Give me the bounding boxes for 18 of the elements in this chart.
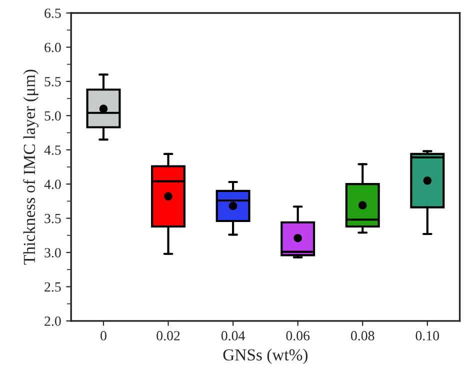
x-axis-title: GNSs (wt%) [223, 348, 308, 364]
x-tick-label: 0.08 [350, 331, 374, 340]
x-tick-label: 0.04 [221, 331, 245, 340]
y-tick-label: 6.5 [44, 8, 61, 18]
x-tick-label: 0.06 [286, 331, 310, 340]
y-axis-title: Thickness of IMC layer (μm) [23, 70, 38, 265]
y-tick-label: 4.5 [44, 146, 61, 155]
y-tick-label: 6.0 [44, 42, 61, 52]
x-tick-label: 0.10 [416, 331, 440, 340]
y-tick-label: 5.0 [44, 111, 61, 121]
y-tick-label: 2.5 [44, 282, 61, 292]
y-tick-label: 3.5 [44, 214, 61, 224]
y-tick-label: 2.0 [44, 316, 61, 326]
y-tick-label: 4.0 [44, 180, 61, 190]
x-tick-label: 0 [100, 331, 106, 340]
y-tick-label: 5.5 [44, 77, 61, 86]
y-tick-label: 3.0 [44, 248, 61, 258]
x-tick-label: 0.02 [156, 331, 180, 340]
